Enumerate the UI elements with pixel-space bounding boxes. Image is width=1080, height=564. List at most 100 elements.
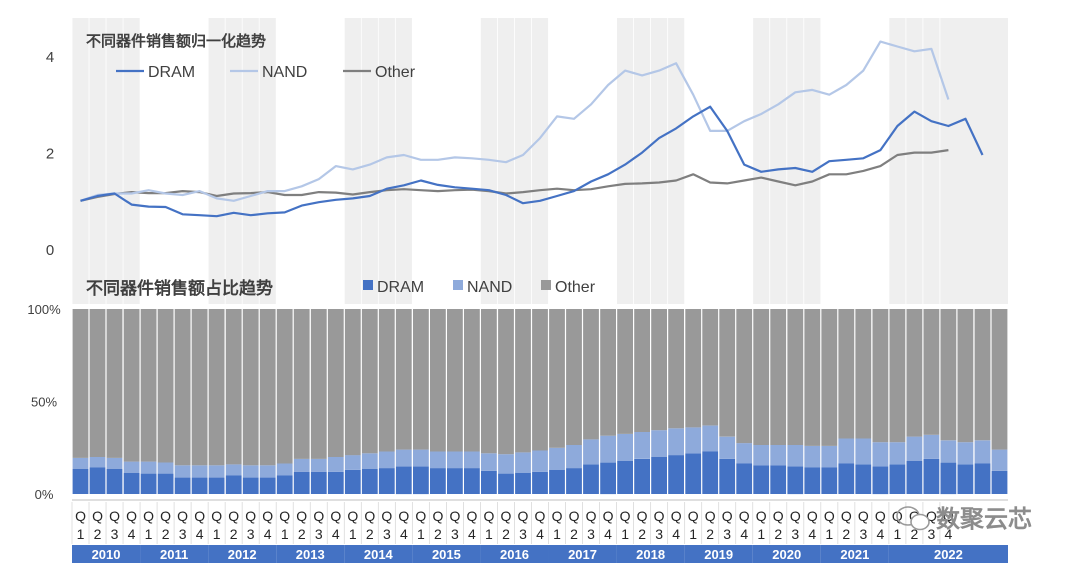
bar-other-segment bbox=[140, 309, 157, 462]
quarter-number-label: 4 bbox=[264, 526, 272, 542]
quarter-prefix-label: Q bbox=[773, 508, 784, 524]
legend-label-dram: DRAM bbox=[148, 64, 195, 81]
bar-nand-segment bbox=[123, 461, 140, 473]
quarter-number-label: 4 bbox=[604, 526, 612, 542]
year-label-2015: 2015 bbox=[432, 547, 461, 562]
quarter-prefix-label: Q bbox=[194, 508, 205, 524]
bar-other-segment bbox=[617, 309, 633, 434]
wechat-bubble-small bbox=[910, 513, 930, 531]
quarter-number-label: 3 bbox=[247, 526, 255, 542]
quarter-number-label: 2 bbox=[911, 526, 919, 542]
bar-dram-segment bbox=[753, 465, 770, 494]
quarter-number-label: 1 bbox=[145, 526, 153, 542]
wechat-icon bbox=[896, 506, 930, 531]
bar-nand-segment bbox=[685, 427, 702, 454]
quarter-prefix-label: Q bbox=[313, 508, 324, 524]
quarter-prefix-label: Q bbox=[160, 508, 171, 524]
bar-nand-segment bbox=[174, 465, 191, 478]
quarter-number-label: 4 bbox=[536, 526, 544, 542]
quarter-number-label: 3 bbox=[315, 526, 323, 542]
quarter-prefix-label: Q bbox=[841, 508, 852, 524]
quarter-prefix-label: Q bbox=[671, 508, 682, 524]
bar-nand-segment bbox=[140, 461, 157, 474]
bar-dram-segment bbox=[821, 467, 838, 494]
bar-nand-segment bbox=[974, 440, 991, 464]
bar-dram-segment bbox=[974, 463, 991, 494]
year-label-2018: 2018 bbox=[636, 547, 665, 562]
year-label-2014: 2014 bbox=[364, 547, 394, 562]
legend-swatch-other bbox=[541, 280, 551, 290]
bar-dram-segment bbox=[106, 469, 123, 494]
bar-dram-segment bbox=[668, 455, 684, 494]
quarter-prefix-label: Q bbox=[858, 508, 869, 524]
quarter-prefix-label: Q bbox=[535, 508, 546, 524]
bar-nand-segment bbox=[208, 465, 225, 478]
quarter-number-label: 1 bbox=[485, 526, 493, 542]
bar-nand-segment bbox=[481, 453, 497, 471]
bar-nand-segment bbox=[906, 436, 923, 461]
quarter-number-label: 2 bbox=[298, 526, 306, 542]
quarter-number-label: 2 bbox=[502, 526, 510, 542]
quarter-number-label: 1 bbox=[621, 526, 629, 542]
bar-other-segment bbox=[974, 309, 991, 441]
bar-other-segment bbox=[157, 309, 174, 463]
year-label-2011: 2011 bbox=[160, 547, 188, 562]
quarter-prefix-label: Q bbox=[926, 508, 937, 524]
bar-dram-segment bbox=[566, 468, 582, 494]
year-label-bar bbox=[820, 545, 889, 563]
quarter-number-label: 4 bbox=[808, 526, 816, 542]
quarter-number-label: 4 bbox=[468, 526, 476, 542]
quarter-prefix-label: Q bbox=[92, 508, 103, 524]
bar-other-segment bbox=[821, 309, 838, 446]
bar-nand-segment bbox=[804, 445, 821, 468]
bar-dram-segment bbox=[804, 467, 821, 494]
bar-dram-segment bbox=[174, 477, 191, 494]
bar-other-segment bbox=[208, 309, 225, 466]
year-label-2019: 2019 bbox=[704, 547, 733, 562]
quarter-number-label: 4 bbox=[332, 526, 340, 542]
quarter-prefix-label: Q bbox=[756, 508, 767, 524]
bar-other-segment bbox=[378, 309, 395, 452]
bar-other-segment bbox=[634, 309, 650, 432]
bar-nand-segment bbox=[498, 454, 514, 474]
bar-dram-segment bbox=[140, 473, 157, 494]
bar-dram-segment bbox=[617, 460, 633, 494]
quarter-number-label: 3 bbox=[587, 526, 595, 542]
bar-nand-segment bbox=[702, 425, 719, 452]
quarter-prefix-label: Q bbox=[569, 508, 580, 524]
quarter-prefix-label: Q bbox=[432, 508, 443, 524]
bar-dram-segment bbox=[123, 472, 140, 494]
bar-nand-segment bbox=[957, 442, 974, 465]
legend-label-other: Other bbox=[375, 64, 416, 81]
year-label-2020: 2020 bbox=[772, 547, 801, 562]
bar-other-segment bbox=[651, 309, 667, 431]
bar-dram-segment bbox=[702, 451, 719, 494]
year-label-2021: 2021 bbox=[840, 547, 869, 562]
quarter-number-label: 3 bbox=[859, 526, 867, 542]
legend-label-nand: NAND bbox=[467, 279, 512, 296]
quarter-prefix-label: Q bbox=[654, 508, 665, 524]
bar-dram-segment bbox=[344, 469, 361, 494]
year-label-2017: 2017 bbox=[568, 547, 597, 562]
bar-dram-segment bbox=[259, 477, 276, 494]
quarter-prefix-label: Q bbox=[739, 508, 750, 524]
quarter-number-label: 1 bbox=[825, 526, 833, 542]
bar-dram-segment bbox=[685, 453, 702, 494]
bar-other-segment bbox=[872, 309, 889, 443]
bar-nand-segment bbox=[157, 462, 174, 474]
line-y-tick: 4 bbox=[46, 49, 54, 66]
bar-other-segment bbox=[395, 309, 412, 450]
bar-dram-segment bbox=[634, 458, 650, 494]
year-label-bar bbox=[72, 545, 141, 563]
bar-nand-segment bbox=[242, 465, 259, 478]
quarter-number-label: 2 bbox=[434, 526, 442, 542]
bar-other-segment bbox=[242, 309, 259, 466]
quarter-number-label: 4 bbox=[196, 526, 204, 542]
quarter-prefix-label: Q bbox=[279, 508, 290, 524]
quarter-number-label: 2 bbox=[706, 526, 714, 542]
bar-other-segment bbox=[668, 309, 684, 429]
bar-other-segment bbox=[702, 309, 719, 426]
bar-nand-segment bbox=[89, 457, 106, 468]
bar-nand-segment bbox=[515, 452, 531, 473]
